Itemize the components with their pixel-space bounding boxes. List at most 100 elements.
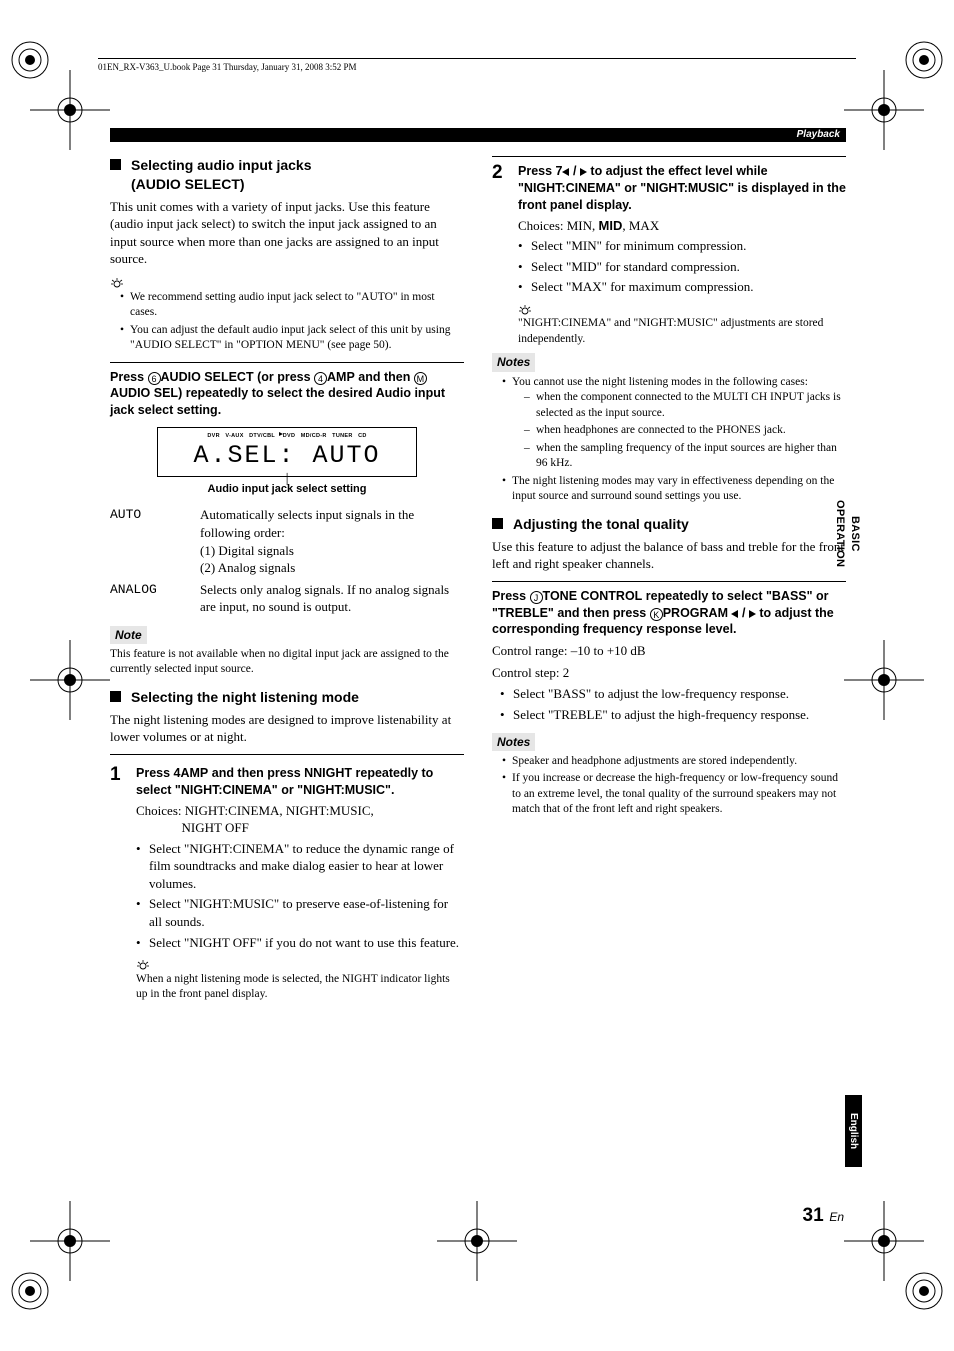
- heading-text: Selecting the night listening mode: [131, 688, 359, 707]
- content-area: Selecting audio input jacks (AUDIO SELEC…: [110, 150, 846, 1003]
- front-panel-display: DVR V-AUX DTV/CBL DVD MD/CD-R TUNER CD A…: [157, 427, 417, 476]
- tip-item: You can adjust the default audio input j…: [120, 323, 464, 354]
- divider: [492, 156, 846, 157]
- step-body: Press 7 / to adjust the effect level whi…: [518, 163, 846, 347]
- divider: [110, 362, 464, 363]
- note-subitem: when headphones are connected to the PHO…: [524, 423, 846, 439]
- circled-13-icon: M: [414, 372, 427, 385]
- step-2: 2 Press 7 / to adjust the effect level w…: [492, 163, 846, 347]
- bullet-item: Select "NIGHT OFF" if you do not want to…: [136, 934, 464, 952]
- bullet-item: Select "MID" for standard compression.: [518, 258, 846, 276]
- step-number: 2: [492, 163, 508, 347]
- step-head: Press 7 / to adjust the effect level whi…: [518, 163, 846, 214]
- square-bullet-icon: [110, 691, 121, 702]
- note-item: Speaker and headphone adjustments are st…: [502, 754, 846, 770]
- tone-notes: Speaker and headphone adjustments are st…: [492, 754, 846, 818]
- control-step: Control step: 2: [492, 664, 846, 682]
- square-bullet-icon: [492, 518, 503, 529]
- triangle-left-icon: [731, 610, 738, 618]
- step1-bullets: Select "NIGHT:CINEMA" to reduce the dyna…: [136, 840, 464, 951]
- def-body: Selects only analog signals. If no analo…: [200, 581, 464, 616]
- heading-night-listening: Selecting the night listening mode: [110, 688, 464, 707]
- heading-tonal-quality: Adjusting the tonal quality: [492, 515, 846, 534]
- definition-auto: AUTO Automatically selects input signals…: [110, 506, 464, 576]
- step-head: Press 4AMP and then press NNIGHT repeate…: [136, 765, 464, 799]
- header-stamp: 01EN_RX-V363_U.book Page 31 Thursday, Ja…: [98, 58, 856, 73]
- note-subitem: when the sampling frequency of the input…: [524, 441, 846, 472]
- heading-audio-select: Selecting audio input jacks (AUDIO SELEC…: [110, 156, 464, 194]
- step-number: 1: [110, 765, 126, 1003]
- tip-item: We recommend setting audio input jack se…: [120, 290, 464, 321]
- display-source-labels: DVR V-AUX DTV/CBL DVD MD/CD-R TUNER CD: [164, 432, 410, 440]
- tip-icon: [136, 958, 150, 970]
- section-bar: Playback: [110, 128, 846, 142]
- cross-tl: [30, 70, 110, 150]
- step2-bullets: Select "MIN" for minimum compression. Se…: [518, 237, 846, 296]
- triangle-left-icon: [562, 168, 569, 176]
- page-number: 31 En: [803, 1203, 844, 1229]
- notes-label: Notes: [492, 353, 535, 371]
- tip-icon: [518, 303, 532, 315]
- note-item: You cannot use the night listening modes…: [502, 375, 846, 472]
- bullet-item: Select "BASS" to adjust the low-frequenc…: [500, 685, 846, 703]
- tip-icon: [110, 276, 124, 288]
- bullet-item: Select "TREBLE" to adjust the high-frequ…: [500, 706, 846, 724]
- circled-7-icon: 7: [556, 164, 563, 178]
- step1-tip: When a night listening mode is selected,…: [136, 972, 464, 1003]
- heading-text: Adjusting the tonal quality: [513, 515, 689, 534]
- tonal-intro: Use this feature to adjust the balance o…: [492, 538, 846, 573]
- cross-bc: [437, 1201, 517, 1281]
- page-number-value: 31: [803, 1205, 824, 1226]
- instruction-tone-control: Press JTONE CONTROL repeatedly to select…: [492, 588, 846, 639]
- side-tab-english: English: [845, 1095, 863, 1167]
- note-body: This feature is not available when no di…: [110, 647, 464, 678]
- note-item: The night listening modes may vary in ef…: [502, 474, 846, 505]
- bullet-item: Select "MAX" for maximum compression.: [518, 278, 846, 296]
- heading-line1: Selecting audio input jacks: [131, 157, 311, 173]
- step-1: 1 Press 4AMP and then press NNIGHT repea…: [110, 765, 464, 1003]
- instruction-audio-select: Press 6AUDIO SELECT (or press 4AMP and t…: [110, 369, 464, 420]
- square-bullet-icon: [110, 159, 121, 170]
- cross-tr: [844, 70, 924, 150]
- cross-br: [844, 1201, 924, 1281]
- display-caption: Audio input jack select setting: [110, 482, 464, 497]
- divider: [110, 754, 464, 755]
- audio-select-intro: This unit comes with a variety of input …: [110, 198, 464, 268]
- note-item: If you increase or decrease the high-fre…: [502, 771, 846, 818]
- circled-6-icon: 6: [148, 372, 161, 385]
- bullet-item: Select "MIN" for minimum compression.: [518, 237, 846, 255]
- side-tab-line1: BASIC: [849, 516, 861, 552]
- note-subitem: when the component connected to the MULT…: [524, 390, 846, 421]
- control-range: Control range: –10 to +10 dB: [492, 642, 846, 660]
- display-segment-text: A.SEL: AUTO: [164, 443, 410, 468]
- audio-select-tips: We recommend setting audio input jack se…: [110, 290, 464, 354]
- def-term: AUTO: [110, 506, 186, 576]
- night-notes: You cannot use the night listening modes…: [492, 375, 846, 505]
- page-number-suffix: En: [829, 1210, 844, 1224]
- triangle-right-icon: [749, 610, 756, 618]
- step1-choices: Choices: NIGHT:CINEMA, NIGHT:MUSIC, NIGH…: [136, 802, 464, 837]
- note-sublist: when the component connected to the MULT…: [512, 390, 846, 472]
- cross-bl: [30, 1201, 110, 1281]
- cross-ml: [30, 640, 110, 720]
- bullet-item: Select "NIGHT:MUSIC" to preserve ease-of…: [136, 895, 464, 930]
- notes-label: Notes: [492, 733, 535, 751]
- circled-j-icon: J: [530, 591, 543, 604]
- bullet-item: Select "NIGHT:CINEMA" to reduce the dyna…: [136, 840, 464, 893]
- circled-23-icon: N: [304, 766, 313, 780]
- triangle-right-icon: [580, 168, 587, 176]
- heading-line2: (AUDIO SELECT): [131, 176, 245, 192]
- step2-tip: "NIGHT:CINEMA" and "NIGHT:MUSIC" adjustm…: [518, 316, 846, 347]
- note-label: Note: [110, 626, 147, 644]
- definition-analog: ANALOG Selects only analog signals. If n…: [110, 581, 464, 616]
- tone-bullets: Select "BASS" to adjust the low-frequenc…: [500, 685, 846, 723]
- circled-4-icon: 4: [314, 372, 327, 385]
- step2-choices: Choices: MIN, MID, MAX: [518, 217, 846, 235]
- divider: [492, 581, 846, 582]
- left-column: Selecting audio input jacks (AUDIO SELEC…: [110, 150, 464, 1003]
- circled-k-icon: K: [650, 608, 663, 621]
- night-intro: The night listening modes are designed t…: [110, 711, 464, 746]
- right-column: 2 Press 7 / to adjust the effect level w…: [492, 150, 846, 1003]
- step-body: Press 4AMP and then press NNIGHT repeate…: [136, 765, 464, 1003]
- def-body: Automatically selects input signals in t…: [200, 506, 464, 576]
